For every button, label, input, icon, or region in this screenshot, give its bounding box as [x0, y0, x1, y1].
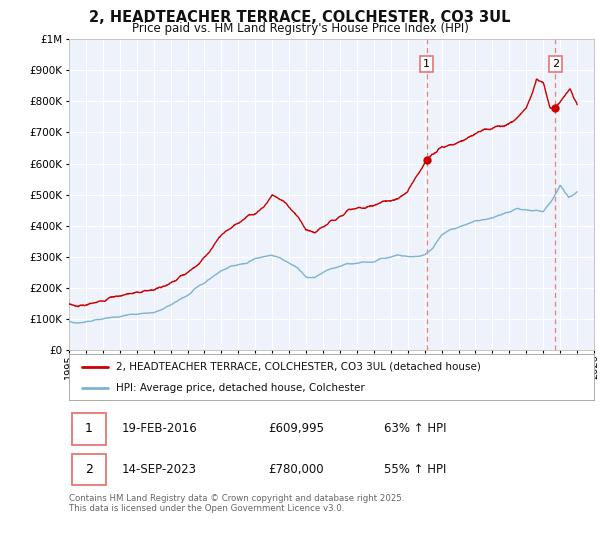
Text: 14-SEP-2023: 14-SEP-2023: [121, 463, 197, 476]
Text: HPI: Average price, detached house, Colchester: HPI: Average price, detached house, Colc…: [116, 383, 365, 393]
Text: Price paid vs. HM Land Registry's House Price Index (HPI): Price paid vs. HM Land Registry's House …: [131, 22, 469, 35]
Text: 63% ↑ HPI: 63% ↑ HPI: [384, 422, 446, 435]
Text: 1: 1: [423, 59, 430, 69]
Text: 55% ↑ HPI: 55% ↑ HPI: [384, 463, 446, 476]
Text: £780,000: £780,000: [269, 463, 324, 476]
Text: Contains HM Land Registry data © Crown copyright and database right 2025.
This d: Contains HM Land Registry data © Crown c…: [69, 494, 404, 514]
Text: 2: 2: [551, 59, 559, 69]
Text: 2, HEADTEACHER TERRACE, COLCHESTER, CO3 3UL (detached house): 2, HEADTEACHER TERRACE, COLCHESTER, CO3 …: [116, 362, 481, 372]
Text: 2, HEADTEACHER TERRACE, COLCHESTER, CO3 3UL: 2, HEADTEACHER TERRACE, COLCHESTER, CO3 …: [89, 10, 511, 25]
FancyBboxPatch shape: [71, 413, 106, 445]
Text: 2: 2: [85, 463, 92, 476]
Text: £609,995: £609,995: [269, 422, 325, 435]
FancyBboxPatch shape: [71, 454, 106, 485]
Text: 1: 1: [85, 422, 92, 435]
Text: 19-FEB-2016: 19-FEB-2016: [121, 422, 197, 435]
